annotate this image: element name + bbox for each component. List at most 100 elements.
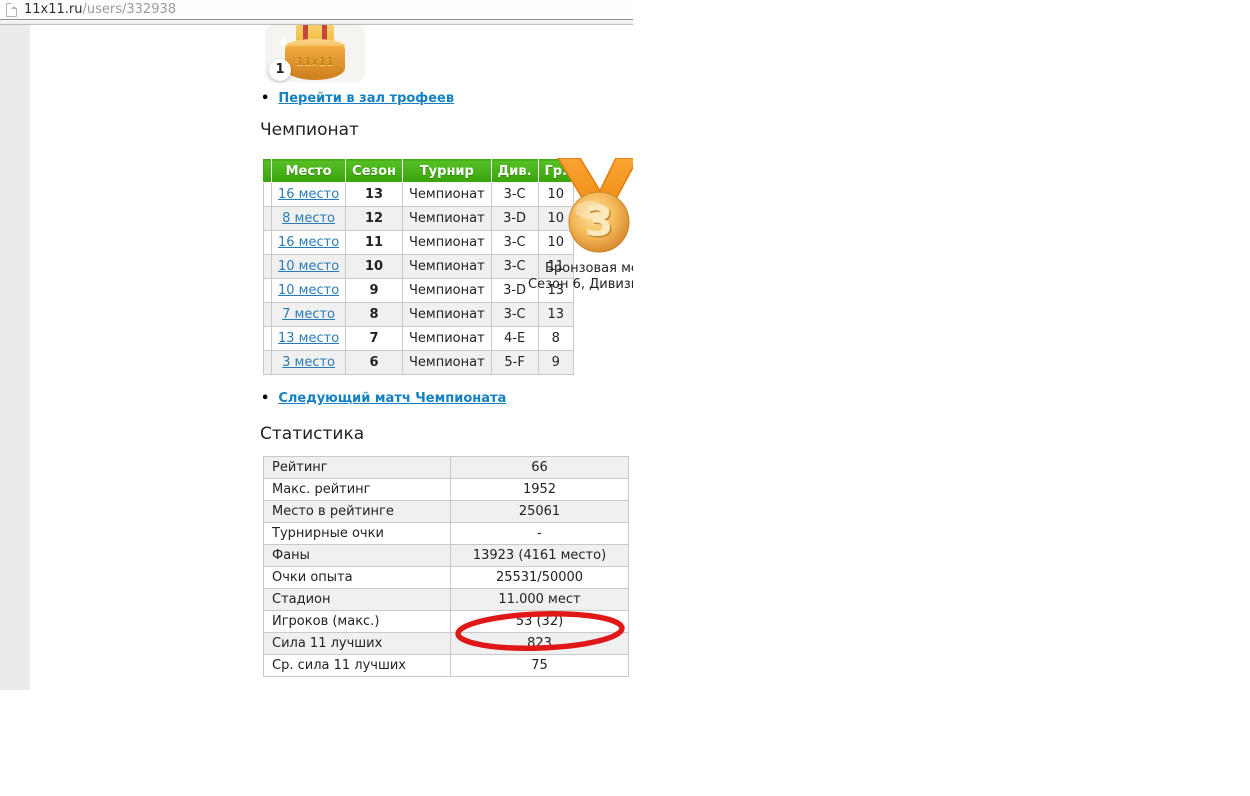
place-cell: 8 место (270, 206, 347, 231)
table-row: 10 место 10 Чемпионат 3-C 11 (263, 254, 575, 279)
spacer-cell (263, 278, 272, 303)
col-header-place: Место (270, 159, 347, 183)
trophy-ribbon-stripe (322, 25, 327, 46)
col-header-tournament: Турнир (401, 159, 492, 183)
season-cell: 8 (345, 302, 403, 327)
stat-label: Макс. рейтинг (263, 478, 451, 501)
group-cell: 13 (537, 302, 575, 327)
place-link[interactable]: 16 место (278, 187, 340, 202)
stat-value: 13923 (4161 место) (450, 544, 629, 567)
stat-label: Рейтинг (263, 456, 451, 479)
browser-address-bar[interactable]: 11x11.ru/users/332938 (0, 0, 633, 19)
place-cell: 13 место (270, 326, 347, 351)
tournament-cell: Чемпионат (401, 278, 492, 303)
spacer-cell (263, 206, 272, 231)
stat-value-circled: 53 (32) (450, 610, 629, 633)
stat-label: Игроков (макс.) (263, 610, 451, 633)
group-cell: 10 (537, 230, 575, 255)
tournament-cell: Чемпионат (401, 302, 492, 327)
table-row: 7 место 8 Чемпионат 3-C 13 (263, 302, 575, 327)
medal-number-shadow: 3 (586, 199, 615, 247)
championship-header-row: Место Сезон Турнир Див. Гр. (263, 159, 575, 183)
spacer-cell (263, 230, 272, 255)
tournament-cell: Чемпионат (401, 230, 492, 255)
trophy-card[interactable]: 11x11 ✦ 1 (265, 25, 365, 82)
stat-value: - (450, 522, 629, 545)
season-cell: 12 (345, 206, 403, 231)
page-document-icon (6, 3, 17, 17)
place-link[interactable]: 13 место (278, 331, 340, 346)
stat-label: Сила 11 лучших (263, 632, 451, 655)
group-cell: 9 (537, 350, 575, 375)
place-cell: 16 место (270, 230, 347, 255)
trophy-hall-link[interactable]: Перейти в зал трофеев (278, 91, 455, 106)
stat-label: Турнирные очки (263, 522, 451, 545)
championship-heading: Чемпионат (260, 120, 359, 140)
place-link[interactable]: 8 место (282, 211, 336, 226)
medal-number: 3 (585, 198, 614, 246)
statistics-heading: Статистика (260, 424, 365, 444)
place-link[interactable]: 3 место (282, 355, 336, 370)
stat-value: 11.000 мест (450, 588, 629, 611)
next-match-list-item: • Следующий матч Чемпионата (261, 391, 506, 406)
season-cell: 13 (345, 182, 403, 207)
stat-row: Рейтинг 66 (263, 456, 629, 479)
season-cell: 7 (345, 326, 403, 351)
division-cell: 3-D (490, 206, 539, 231)
table-row: 10 место 9 Чемпионат 3-D 13 (263, 278, 575, 303)
table-row: 13 место 7 Чемпионат 4-E 8 (263, 326, 575, 351)
next-match-link[interactable]: Следующий матч Чемпионата (278, 391, 507, 406)
url-path: /users/332938 (82, 2, 177, 17)
medal-disc (569, 192, 629, 252)
stat-label: Очки опыта (263, 566, 451, 589)
place-link[interactable]: 10 место (278, 259, 340, 274)
spacer-cell (263, 350, 272, 375)
medal-caption-line2: Сезон 6, Дивизи (528, 277, 633, 292)
table-row: 8 место 12 Чемпионат 3-D 10 (263, 206, 575, 231)
stat-row: Сила 11 лучших 823 (263, 632, 629, 655)
place-cell: 7 место (270, 302, 347, 327)
place-link[interactable]: 7 место (282, 307, 336, 322)
bronze-medal-icon: 3 3 (557, 158, 633, 253)
division-cell: 3-C (490, 254, 539, 279)
season-cell: 11 (345, 230, 403, 255)
url-domain: 11x11.ru (24, 2, 83, 17)
place-link[interactable]: 16 место (278, 235, 340, 250)
division-cell: 3-C (490, 230, 539, 255)
statistics-table: Рейтинг 66 Макс. рейтинг 1952 Место в рейт… (263, 456, 629, 677)
header-spacer-cell (263, 159, 272, 183)
tournament-cell: Чемпионат (401, 182, 492, 207)
stat-label: Место в рейтинге (263, 500, 451, 523)
col-header-season: Сезон (345, 159, 403, 183)
trophy-icon: 11x11 (285, 46, 345, 80)
col-header-division: Див. (490, 159, 539, 183)
place-link[interactable]: 10 место (278, 283, 340, 298)
bullet-icon: • (261, 91, 270, 106)
stat-label: Фаны (263, 544, 451, 567)
tournament-cell: Чемпионат (401, 350, 492, 375)
stat-row: Макс. рейтинг 1952 (263, 478, 629, 501)
stat-label: Ср. сила 11 лучших (263, 654, 451, 677)
trophy-hall-list-item: • Перейти в зал трофеев (261, 91, 454, 106)
stat-row: Очки опыта 25531/50000 (263, 566, 629, 589)
url-text[interactable]: 11x11.ru/users/332938 (24, 1, 176, 18)
spacer-cell (263, 302, 272, 327)
place-cell: 3 место (270, 350, 347, 375)
tournament-cell: Чемпионат (401, 326, 492, 351)
stat-row: Место в рейтинге 25061 (263, 500, 629, 523)
spacer-cell (263, 326, 272, 351)
division-cell: 5-F (490, 350, 539, 375)
medal-caption-line1: Бронзовая мед (545, 261, 633, 276)
stat-value: 25061 (450, 500, 629, 523)
page-content: 11x11 ✦ 1 • Перейти в зал трофеев Чемпион… (30, 25, 633, 690)
tournament-cell: Чемпионат (401, 206, 492, 231)
stat-row: Фаны 13923 (4161 место) (263, 544, 629, 567)
stat-value: 1952 (450, 478, 629, 501)
trophy-label: 11x11 (296, 55, 334, 68)
division-cell: 3-C (490, 302, 539, 327)
browser-bar-divider (0, 19, 633, 25)
stat-value: 25531/50000 (450, 566, 629, 589)
season-cell: 6 (345, 350, 403, 375)
spacer-cell (263, 182, 272, 207)
group-cell: 8 (537, 326, 575, 351)
